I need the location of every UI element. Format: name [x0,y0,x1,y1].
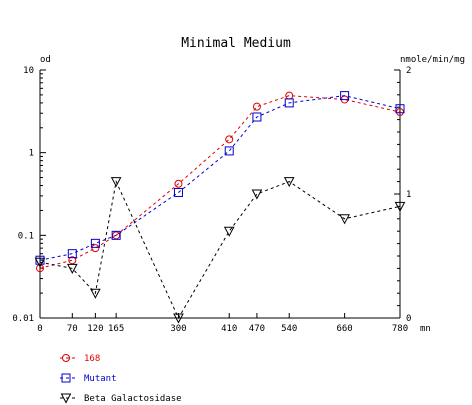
x-axis-tick-label: 540 [281,324,297,334]
legend-marker [60,393,72,404]
legend-item: Mutant [60,373,117,384]
series-square [35,91,405,265]
x-axis-tick-label: 780 [392,324,408,334]
data-point [111,230,121,240]
data-point [34,257,46,268]
x-axis-tick-label: 660 [336,324,352,334]
data-point [110,177,122,188]
legend-marker [62,354,70,362]
data-point [90,288,101,299]
right-axis-tick-label: 1 [406,190,411,200]
series-line [39,95,401,269]
x-axis-tick-label: 70 [67,324,78,334]
right-axis-tick-label: 2 [406,66,411,76]
data-point [252,112,262,122]
series-layer [34,91,406,324]
legend-item: Beta Galactosidase [60,393,182,404]
left-axis-tick-label: 0.01 [12,314,34,324]
legend-item: 168 [60,354,100,364]
legend-label: Beta Galactosidase [84,394,182,404]
x-axis-tick-label: 410 [221,324,237,334]
data-point [36,264,44,273]
data-point [251,189,263,200]
data-point [394,201,406,212]
data-point [35,255,45,265]
data-point [283,177,295,188]
right-axis-tick-label: 0 [406,314,411,324]
x-axis-tick-label: 165 [108,324,124,334]
x-axis-tick-label: 0 [37,324,42,334]
legend-label: Mutant [84,374,117,384]
data-point [252,102,261,111]
x-axis-tick-label: 300 [170,324,186,334]
data-point [339,214,350,225]
chart-title: Minimal Medium [181,36,291,51]
data-point [174,179,183,188]
data-point [173,187,183,197]
series-line [39,95,401,261]
left-axis-label: od [40,55,51,65]
data-point [340,91,350,101]
right-axis-label: nmole/min/mg [400,55,465,65]
data-point [285,91,294,100]
data-point [67,249,77,259]
data-point [68,256,77,265]
data-point [223,226,235,237]
x-axis-tick-label: 120 [87,324,103,334]
data-point [66,263,78,274]
x-axis-tick-label: 470 [249,324,265,334]
series-line [39,179,401,320]
left-axis-tick-label: 1 [29,149,34,159]
legend: 168 Mutant Beta Galactosidase [60,354,182,404]
data-point [91,244,100,253]
left-axis-tick-label: 0.1 [18,231,34,241]
data-point [395,104,405,114]
data-point [225,135,234,144]
data-point [173,313,184,324]
legend-label: 168 [84,354,100,364]
series-triangle-down [34,177,406,324]
x-axis-unit: mn [420,324,431,334]
data-point [90,238,100,248]
left-axis-tick-label: 10 [23,66,34,76]
legend-marker [61,373,71,383]
data-point [224,146,234,156]
data-point [284,98,294,108]
